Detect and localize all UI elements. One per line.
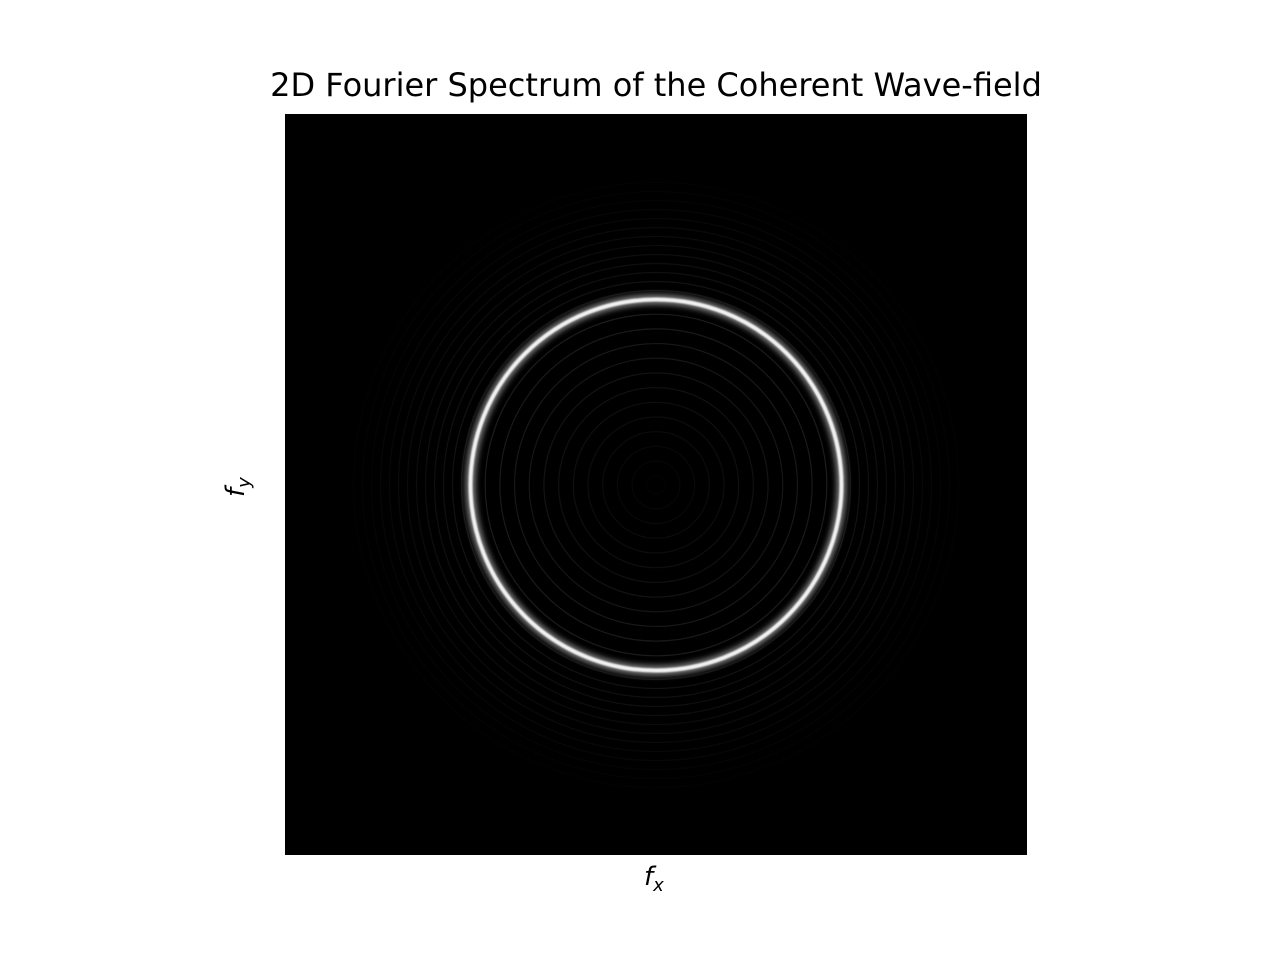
y-axis-label: fy	[220, 477, 255, 497]
inner-fringe	[484, 313, 828, 657]
inner-fringe	[631, 460, 681, 510]
inner-fringe	[572, 401, 740, 569]
outer-fringe	[388, 217, 924, 753]
inner-fringe	[587, 416, 725, 554]
spectrum-ring	[468, 297, 844, 673]
outer-fringe	[415, 244, 897, 726]
plot-area	[285, 114, 1027, 855]
outer-fringe	[433, 262, 879, 708]
inner-fringe	[616, 445, 696, 525]
outer-fringe	[451, 280, 861, 690]
outer-fringe	[379, 208, 933, 762]
outer-fringe	[442, 271, 870, 699]
ring-group	[465, 294, 847, 676]
outer-fringe	[370, 199, 942, 771]
outer-fringe	[397, 226, 915, 744]
spectrum-background	[285, 114, 1027, 855]
inner-fringe	[558, 387, 754, 583]
x-axis-label: fx	[644, 862, 664, 897]
outer-fringe	[361, 190, 951, 780]
inner-fringe	[513, 342, 799, 628]
outer-fringe	[424, 253, 888, 717]
inner-fringe	[499, 328, 813, 642]
inner-fringe	[543, 372, 769, 598]
outer-fringe	[343, 172, 969, 798]
chart-title: 2D Fourier Spectrum of the Coherent Wave…	[270, 66, 1042, 104]
outer-fringe	[406, 235, 906, 735]
spectrum-image	[285, 114, 1027, 855]
inner-fringe	[528, 357, 784, 613]
inner-fringe	[602, 431, 710, 539]
inner-fringe	[646, 475, 666, 495]
outer-fringe	[460, 289, 852, 681]
fringes-group	[343, 172, 969, 798]
outer-fringe	[352, 181, 960, 789]
